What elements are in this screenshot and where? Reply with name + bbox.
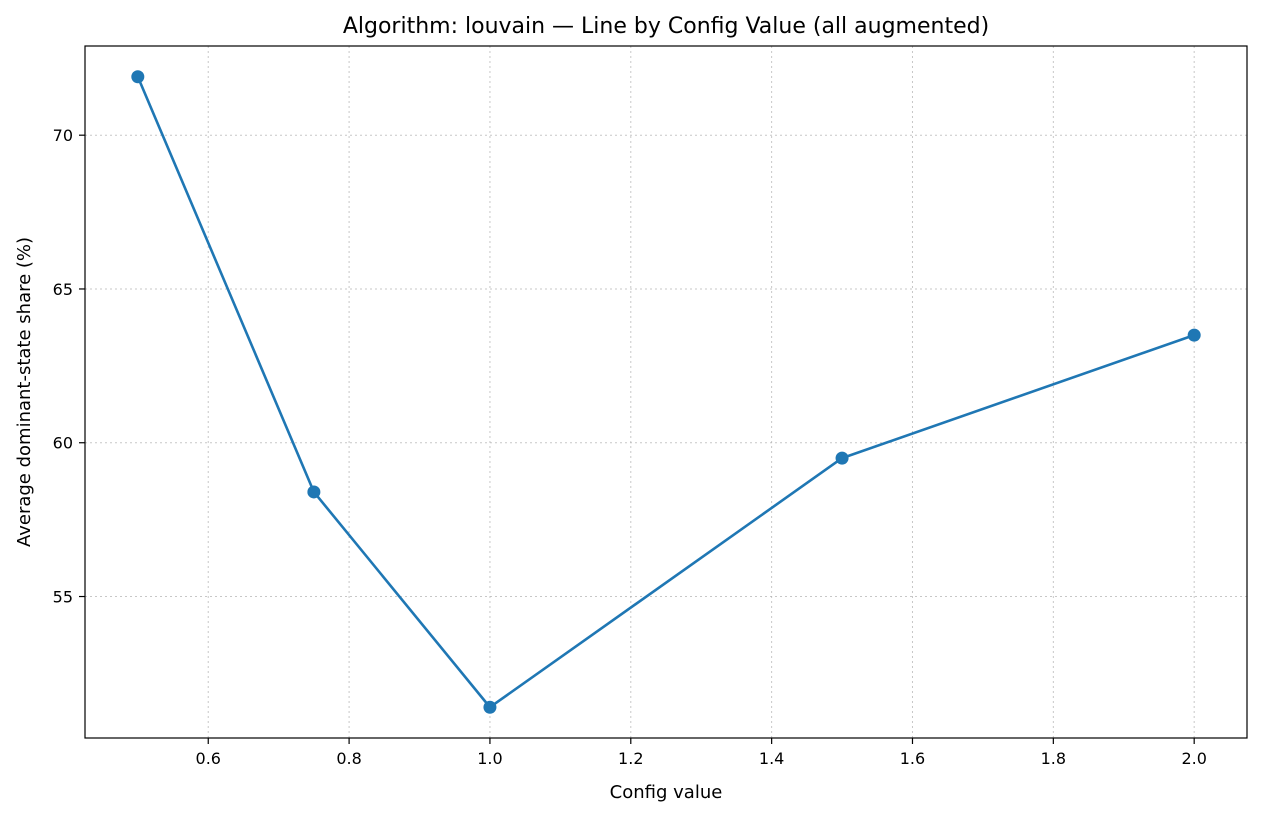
plot-frame [84,45,1248,739]
y-tick-label: 55 [53,588,73,607]
chart-title: Algorithm: louvain — Line by Config Valu… [343,14,989,39]
x-tick-label: 0.8 [336,749,361,768]
y-tick-label: 65 [53,280,73,299]
data-point [307,485,321,499]
data-point [131,70,145,84]
x-tick-label: 1.0 [477,749,502,768]
x-axis-label: Config value [610,782,723,803]
x-tick-label: 1.2 [618,749,643,768]
x-tick-label: 0.6 [196,749,221,768]
y-tick-label: 70 [53,126,73,145]
y-tick-label: 60 [53,434,73,453]
y-axis-label: Average dominant-state share (%) [14,237,35,547]
data-point [1187,328,1201,342]
x-tick-label: 1.4 [759,749,784,768]
data-point [483,700,497,714]
data-point [835,451,849,465]
series-layer [131,70,1201,714]
y-axis-ticks: 55 60 65 70 [53,126,85,607]
x-tick-label: 2.0 [1181,749,1206,768]
x-tick-label: 1.8 [1041,749,1066,768]
x-tick-label: 1.6 [900,749,925,768]
grid-lines [85,46,1247,738]
x-axis-ticks: 0.6 0.8 1.0 1.2 1.4 1.6 1.8 2.0 [196,738,1207,768]
